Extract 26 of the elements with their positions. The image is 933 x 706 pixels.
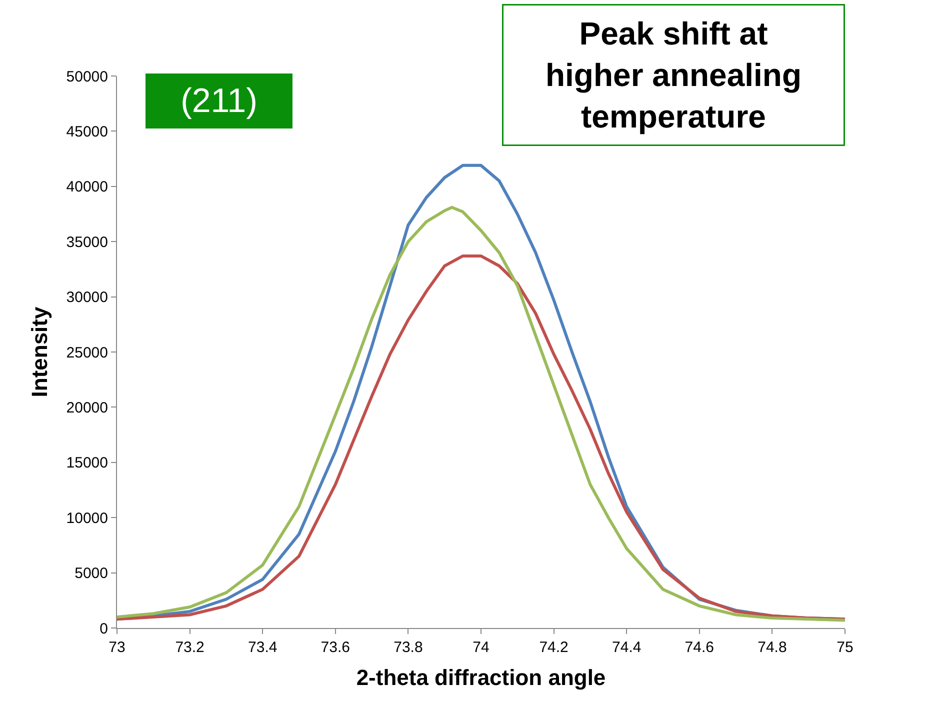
y-tick-label: 40000 [66, 178, 108, 196]
y-tick-label: 45000 [66, 123, 108, 140]
x-tick-label: 74.6 [684, 639, 714, 656]
y-tick-label: 10000 [66, 510, 108, 527]
x-tick-label: 73.6 [320, 639, 350, 656]
x-tick-label: 75 [836, 639, 854, 656]
x-tick-label: 74.2 [539, 639, 568, 656]
y-tick-label: 50000 [66, 68, 108, 86]
y-tick-label: 0 [100, 620, 108, 638]
x-tick-label: 74.4 [612, 639, 642, 656]
y-tick-label: 25000 [66, 344, 108, 362]
y-tick-label: 5000 [74, 565, 108, 582]
annotation: Peak shift at higher annealing temperature [545, 16, 802, 135]
annotation: (211) [180, 82, 258, 120]
y-tick-label: 30000 [66, 289, 108, 306]
x-tick-label: 73.4 [248, 639, 278, 656]
x-tick-label: 73.2 [175, 639, 204, 656]
x-axis-title: 2-theta diffraction angle [356, 664, 606, 690]
x-tick-label: 74 [472, 639, 490, 656]
y-axis-title: Intensity [27, 306, 52, 398]
y-tick-label: 15000 [66, 454, 108, 472]
y-tick-label: 35000 [66, 234, 108, 251]
x-tick-label: 73.8 [394, 639, 423, 656]
x-tick-label: 73 [108, 639, 126, 656]
x-tick-label: 74.8 [758, 639, 787, 656]
y-tick-label: 20000 [66, 399, 108, 416]
